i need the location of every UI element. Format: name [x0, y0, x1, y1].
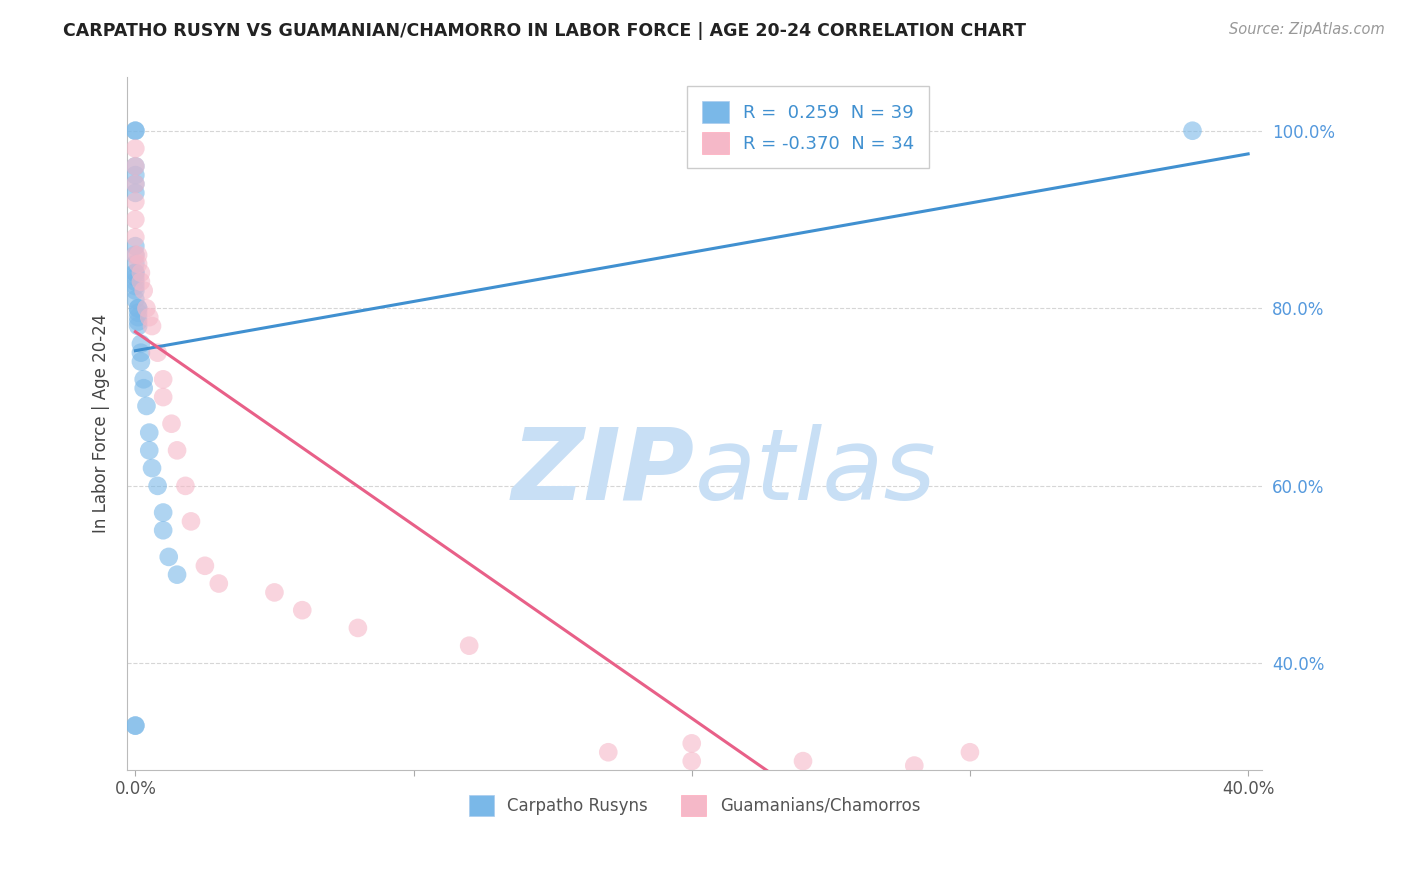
Point [135, 399, 157, 413]
Point [132, 372, 155, 386]
Point [174, 479, 197, 493]
Point [347, 621, 370, 635]
Point [903, 758, 925, 772]
Point [157, 549, 180, 564]
Point [124, 230, 146, 244]
Point [124, 212, 146, 227]
Point [132, 284, 155, 298]
Point [166, 567, 188, 582]
Point [127, 306, 149, 320]
Point [138, 310, 160, 325]
Point [152, 523, 174, 537]
Point [124, 168, 146, 182]
Point [127, 310, 149, 325]
Point [291, 603, 314, 617]
Text: atlas: atlas [695, 424, 936, 521]
Point [124, 159, 146, 173]
Point [180, 515, 202, 529]
Point [129, 345, 152, 359]
Point [152, 372, 174, 386]
Point [194, 558, 217, 573]
Point [124, 275, 146, 289]
Point [146, 479, 169, 493]
Point [124, 124, 146, 138]
Point [124, 257, 146, 271]
Legend: Carpatho Rusyns, Guamanians/Chamorros: Carpatho Rusyns, Guamanians/Chamorros [461, 787, 928, 824]
Point [124, 718, 146, 732]
Point [124, 177, 146, 191]
Point [138, 425, 160, 440]
Point [124, 194, 146, 209]
Point [127, 301, 149, 316]
Point [141, 319, 163, 334]
Point [124, 159, 146, 173]
Point [124, 177, 146, 191]
Point [681, 754, 703, 768]
Point [124, 279, 146, 293]
Point [127, 248, 149, 262]
Point [263, 585, 285, 599]
Point [208, 576, 231, 591]
Point [127, 301, 149, 316]
Point [124, 718, 146, 732]
Point [135, 301, 157, 316]
Point [124, 270, 146, 285]
Point [152, 390, 174, 404]
Point [138, 443, 160, 458]
Point [124, 124, 146, 138]
Point [152, 506, 174, 520]
Point [598, 745, 620, 759]
Point [959, 745, 981, 759]
Point [127, 319, 149, 334]
Point [124, 248, 146, 262]
Point [129, 275, 152, 289]
Point [160, 417, 183, 431]
Y-axis label: In Labor Force | Age 20-24: In Labor Force | Age 20-24 [93, 314, 110, 533]
Point [681, 736, 703, 750]
Point [124, 266, 146, 280]
Text: CARPATHO RUSYN VS GUAMANIAN/CHAMORRO IN LABOR FORCE | AGE 20-24 CORRELATION CHAR: CARPATHO RUSYN VS GUAMANIAN/CHAMORRO IN … [63, 22, 1026, 40]
Point [124, 141, 146, 155]
Point [127, 315, 149, 329]
Point [141, 461, 163, 475]
Point [146, 345, 169, 359]
Point [792, 754, 814, 768]
Point [124, 293, 146, 307]
Point [124, 186, 146, 200]
Point [1181, 124, 1204, 138]
Text: Source: ZipAtlas.com: Source: ZipAtlas.com [1229, 22, 1385, 37]
Point [166, 443, 188, 458]
Point [124, 266, 146, 280]
Point [124, 284, 146, 298]
Point [129, 266, 152, 280]
Point [124, 239, 146, 253]
Point [132, 381, 155, 395]
Point [127, 257, 149, 271]
Point [129, 354, 152, 368]
Point [458, 639, 481, 653]
Point [124, 248, 146, 262]
Point [129, 336, 152, 351]
Text: ZIP: ZIP [512, 424, 695, 521]
